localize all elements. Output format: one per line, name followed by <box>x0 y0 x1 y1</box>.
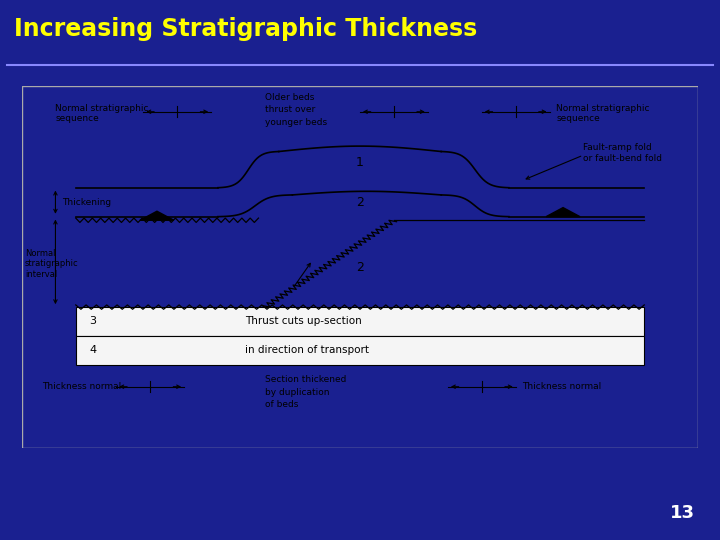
Text: sequence: sequence <box>557 114 600 124</box>
Text: 3: 3 <box>89 316 96 326</box>
Bar <box>76 307 644 336</box>
Polygon shape <box>546 207 580 217</box>
Text: by duplication: by duplication <box>265 388 330 396</box>
Text: Thickness normal: Thickness normal <box>523 382 602 391</box>
Text: in direction of transport: in direction of transport <box>245 345 369 355</box>
Text: thrust over: thrust over <box>265 105 315 114</box>
Polygon shape <box>140 211 174 220</box>
Text: Normal stratigraphic: Normal stratigraphic <box>557 104 649 113</box>
Text: 4: 4 <box>89 345 96 355</box>
Text: 13: 13 <box>670 504 695 522</box>
Text: 2: 2 <box>356 195 364 208</box>
Text: Section thickened: Section thickened <box>265 375 346 384</box>
Text: Older beds: Older beds <box>265 93 315 102</box>
Text: Increasing Stratigraphic Thickness: Increasing Stratigraphic Thickness <box>14 17 477 42</box>
Text: Thrust cuts up-section: Thrust cuts up-section <box>245 316 361 326</box>
Text: 1: 1 <box>356 156 364 169</box>
Bar <box>76 336 644 365</box>
Text: Thickness normal: Thickness normal <box>42 382 121 391</box>
Text: of beds: of beds <box>265 400 299 409</box>
Text: or fault-bend fold: or fault-bend fold <box>583 154 662 163</box>
Text: Thickening: Thickening <box>62 198 112 207</box>
Text: younger beds: younger beds <box>265 118 328 127</box>
Text: Fault-ramp fold: Fault-ramp fold <box>583 144 652 152</box>
Text: sequence: sequence <box>55 114 99 124</box>
Text: 2: 2 <box>356 261 364 274</box>
Text: Normal
stratigraphic
interval: Normal stratigraphic interval <box>25 249 78 279</box>
Text: Normal stratigraphic: Normal stratigraphic <box>55 104 149 113</box>
